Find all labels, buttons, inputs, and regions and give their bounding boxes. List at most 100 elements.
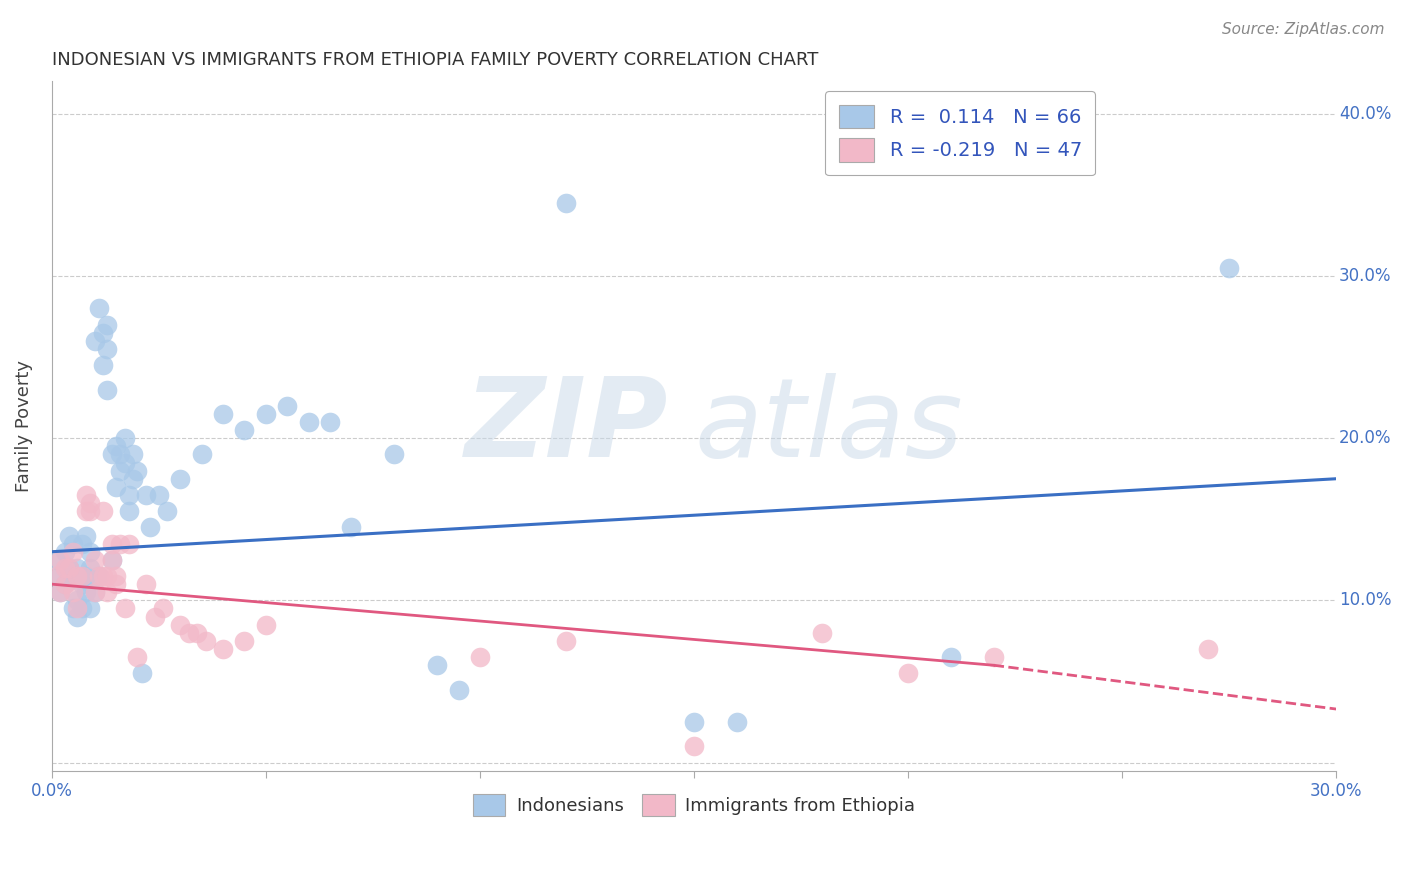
Point <box>983 650 1005 665</box>
Text: 10.0%: 10.0% <box>1339 591 1392 609</box>
Point <box>70 577 93 591</box>
Point <box>49 553 72 567</box>
Point <box>897 666 920 681</box>
Point <box>91 358 114 372</box>
Point <box>66 609 89 624</box>
Point <box>96 318 118 332</box>
Point <box>114 601 136 615</box>
Point <box>53 561 76 575</box>
Point <box>127 464 149 478</box>
Point <box>683 714 706 729</box>
Point <box>91 504 114 518</box>
Point <box>114 456 136 470</box>
Point <box>53 545 76 559</box>
Point <box>83 553 105 567</box>
Point <box>100 536 122 550</box>
Point <box>91 326 114 340</box>
Point <box>70 536 93 550</box>
Point <box>190 447 212 461</box>
Point <box>83 334 105 348</box>
Point <box>276 399 298 413</box>
Point <box>254 617 277 632</box>
Point <box>75 528 97 542</box>
Point <box>75 488 97 502</box>
Point <box>66 569 89 583</box>
Point <box>49 585 72 599</box>
Point <box>114 431 136 445</box>
Point <box>49 585 72 599</box>
Text: Source: ZipAtlas.com: Source: ZipAtlas.com <box>1222 22 1385 37</box>
Point <box>87 301 110 316</box>
Point <box>177 625 200 640</box>
Point <box>45 553 67 567</box>
Point <box>426 658 449 673</box>
Point <box>382 447 405 461</box>
Legend: Indonesians, Immigrants from Ethiopia: Indonesians, Immigrants from Ethiopia <box>465 788 922 823</box>
Point <box>70 569 93 583</box>
Point <box>70 601 93 615</box>
Text: atlas: atlas <box>695 373 963 480</box>
Point <box>79 545 101 559</box>
Point <box>104 569 127 583</box>
Point <box>87 569 110 583</box>
Point <box>75 585 97 599</box>
Point <box>319 415 342 429</box>
Point <box>66 601 89 615</box>
Point <box>58 561 80 575</box>
Point <box>127 650 149 665</box>
Point <box>62 585 84 599</box>
Point <box>104 577 127 591</box>
Point <box>62 601 84 615</box>
Point <box>79 561 101 575</box>
Point <box>53 577 76 591</box>
Point <box>75 569 97 583</box>
Point <box>45 569 67 583</box>
Point <box>58 528 80 542</box>
Point <box>58 561 80 575</box>
Point <box>83 585 105 599</box>
Point <box>194 634 217 648</box>
Point <box>96 383 118 397</box>
Point <box>156 504 179 518</box>
Point <box>75 504 97 518</box>
Point <box>298 415 321 429</box>
Point <box>100 553 122 567</box>
Point <box>135 577 157 591</box>
Point <box>118 488 141 502</box>
Point <box>104 439 127 453</box>
Point <box>100 553 122 567</box>
Text: 20.0%: 20.0% <box>1339 429 1392 447</box>
Point <box>83 585 105 599</box>
Text: 40.0%: 40.0% <box>1339 104 1392 123</box>
Point <box>143 609 166 624</box>
Point <box>1197 642 1219 657</box>
Point <box>340 520 363 534</box>
Point <box>169 472 191 486</box>
Point <box>49 569 72 583</box>
Point <box>53 577 76 591</box>
Point <box>1218 260 1240 275</box>
Point <box>554 196 576 211</box>
Text: ZIP: ZIP <box>465 373 668 480</box>
Point <box>66 593 89 607</box>
Point <box>66 561 89 575</box>
Point <box>233 423 256 437</box>
Point <box>104 480 127 494</box>
Point <box>79 504 101 518</box>
Point <box>135 488 157 502</box>
Y-axis label: Family Poverty: Family Poverty <box>15 360 32 492</box>
Point <box>96 342 118 356</box>
Point <box>468 650 491 665</box>
Point <box>110 464 132 478</box>
Point <box>62 545 84 559</box>
Point <box>186 625 208 640</box>
Point <box>118 536 141 550</box>
Point <box>122 447 145 461</box>
Point <box>62 536 84 550</box>
Point <box>139 520 162 534</box>
Point <box>62 569 84 583</box>
Point <box>131 666 153 681</box>
Point <box>79 601 101 615</box>
Point <box>87 569 110 583</box>
Point <box>554 634 576 648</box>
